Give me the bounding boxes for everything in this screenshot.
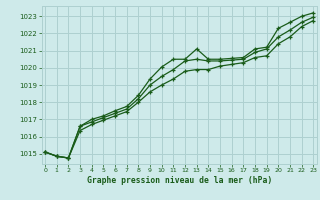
X-axis label: Graphe pression niveau de la mer (hPa): Graphe pression niveau de la mer (hPa) xyxy=(87,176,272,185)
